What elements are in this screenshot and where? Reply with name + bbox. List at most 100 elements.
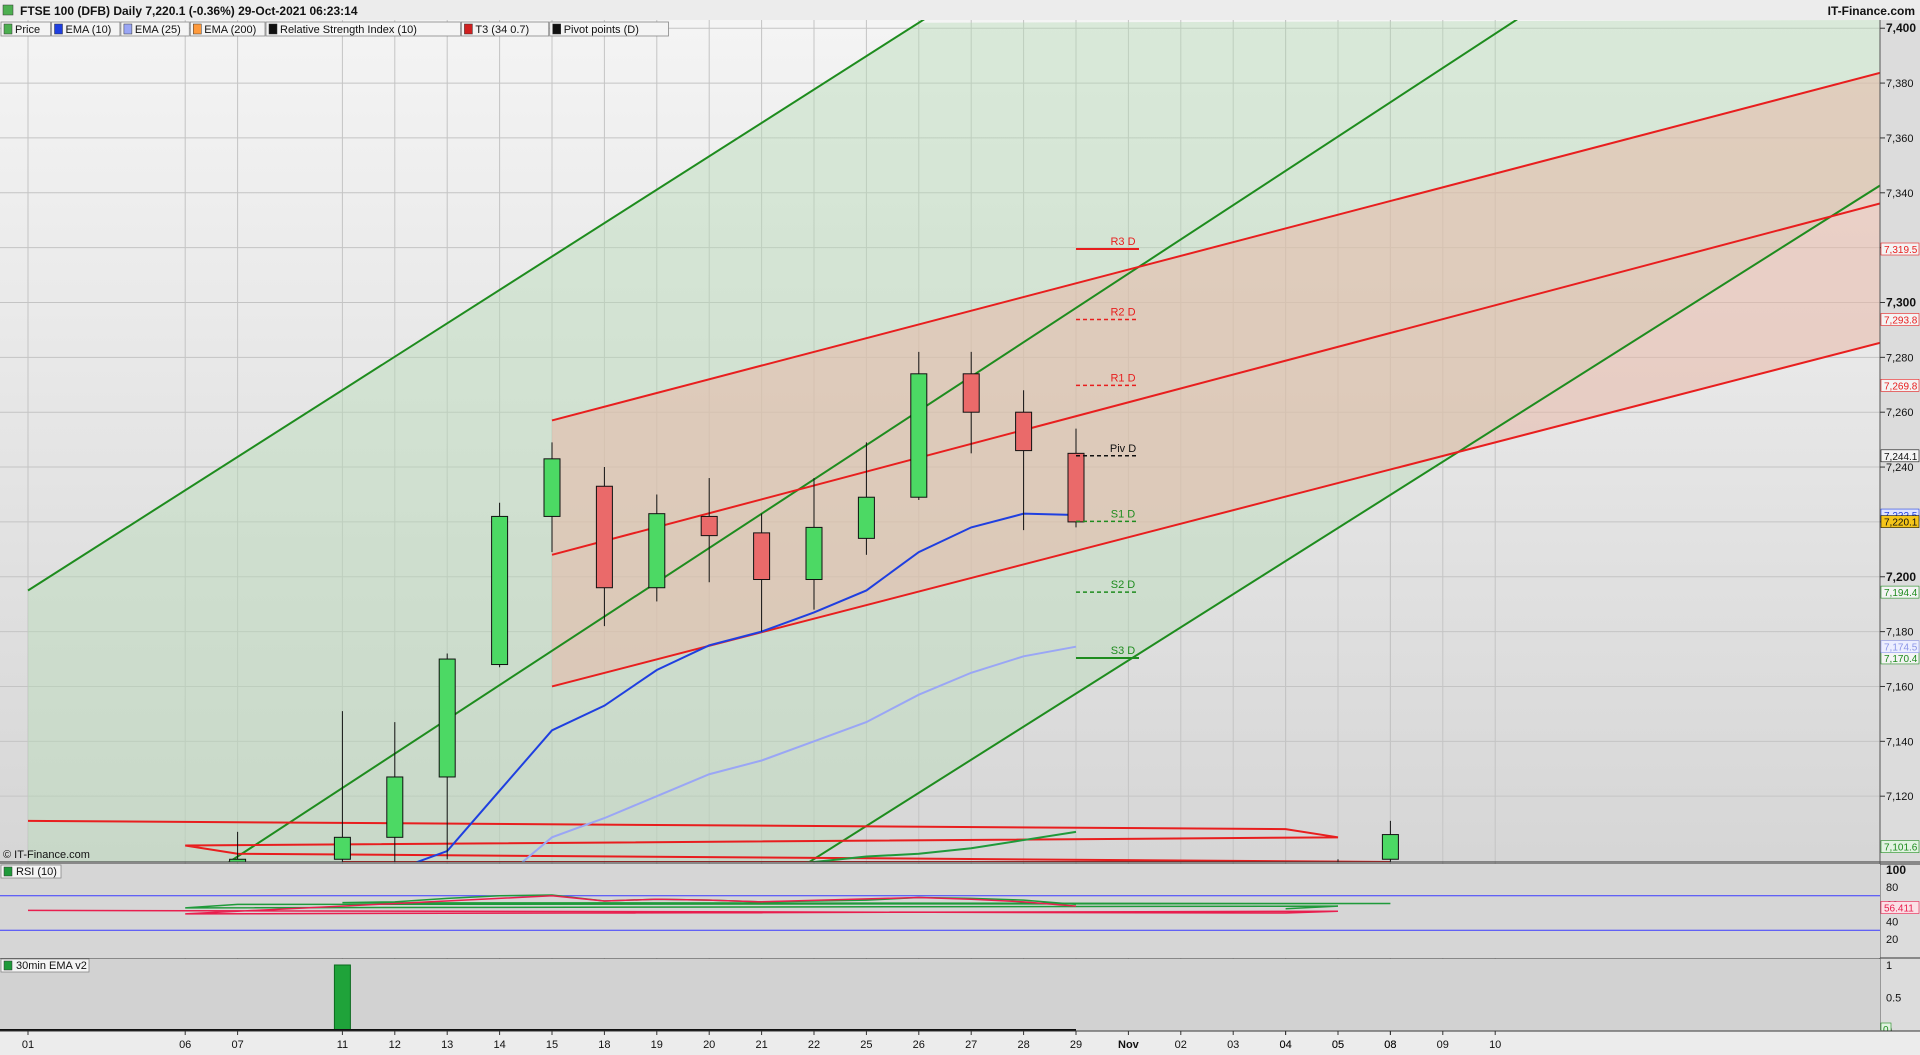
pivot-tag: 7,244.1 (1884, 452, 1918, 463)
x-tick-label: 13 (441, 1039, 453, 1051)
pivot-label: S3 D (1111, 645, 1136, 657)
rsi-tick-label: 40 (1886, 917, 1898, 929)
candle-body (648, 513, 666, 589)
candle-12 (386, 722, 404, 862)
x-tick-label: 02 (1175, 1039, 1187, 1051)
candle-body (1381, 834, 1399, 860)
pivot-tag-bg (1880, 313, 1920, 326)
price-tag-bg (1880, 640, 1920, 654)
pivot-tag: 7,194.4 (1884, 588, 1918, 599)
t3-swatch (464, 23, 473, 35)
x-tick-label: 10 (1489, 1039, 1501, 1051)
y-tick-label: 7,400 (1886, 21, 1916, 35)
x-tick-label: 06 (179, 1039, 191, 1051)
price-tag: 7,174.5 (1884, 643, 1918, 654)
rsi-swatch (268, 23, 278, 35)
pivot-label: R2 D (1110, 306, 1135, 318)
candle-18 (595, 467, 613, 627)
rsi-red-line (27, 895, 1339, 915)
x-tick-label: 21 (755, 1039, 767, 1051)
x-tick-label: 27 (965, 1039, 977, 1051)
candle-body (1067, 452, 1085, 523)
rsi-tick-label: 80 (1886, 882, 1898, 894)
ema10-swatch (54, 23, 63, 35)
rsi-label: RSI (10) (16, 866, 57, 878)
candle-15 (543, 442, 561, 553)
candle-28 (1015, 390, 1033, 531)
x-tick-label: 04 (1279, 1039, 1291, 1051)
rsi-value-tag: 56.411 (1884, 903, 1914, 914)
legend-box (189, 21, 266, 37)
price-tag: 7,220.1 (1884, 518, 1918, 529)
x-tick-label: 04 (1279, 1039, 1291, 1051)
rsi-tick-label: 100 (1886, 863, 1906, 877)
x-tick-label: 28 (1017, 1039, 1029, 1051)
x-tick-label: 05 (1332, 1039, 1344, 1051)
y-tick-label: 7,340 (1886, 188, 1914, 200)
pivot-label: Piv D (1110, 443, 1136, 455)
ema30-tick-label: 0.5 (1886, 993, 1901, 1005)
candle-body (543, 458, 561, 517)
legend-label: Pivot points (D) (564, 24, 639, 36)
ema25-swatch (123, 23, 133, 35)
green-outer-upper-line (27, 20, 925, 592)
pivot-tag-bg (1880, 242, 1920, 256)
candle-22 (805, 478, 823, 610)
chart-title: FTSE 100 (DFB) Daily 7,220.1 (-0.36%) 29… (20, 4, 358, 18)
candle-body (753, 532, 771, 581)
candle-body (962, 373, 980, 413)
pivot-tag-bg (1880, 379, 1920, 392)
date-axis: 01 04 05 06 07 08 11 12 13 14 15 18 19 20 21 22 25 26 27 28… (0, 1030, 1920, 1055)
legend-item-0: Price (0, 21, 51, 37)
candle-27 (962, 351, 980, 454)
ema30-swatch-icon (3, 960, 13, 971)
pivot-label: R3 D (1110, 236, 1135, 248)
y-tick-label: 7,120 (1886, 791, 1914, 803)
ema30-legend-box (0, 958, 90, 973)
ema30-label: 30min EMA v2 (16, 960, 87, 972)
pivot-swatch (552, 23, 561, 35)
candle-25 (857, 442, 875, 555)
x-tick-label: 15 (546, 1039, 558, 1051)
legend-item-4: Relative Strength Index (10) (265, 21, 461, 37)
y-tick-label: 7,140 (1886, 736, 1914, 748)
price-tag-bg (1880, 515, 1920, 528)
pivot-tag: 7,170.4 (1884, 654, 1918, 665)
y-tick-label: 7,260 (1886, 407, 1914, 419)
pivot-tag: 7,269.8 (1884, 381, 1918, 392)
pivot-tag: 7,293.8 (1884, 315, 1918, 326)
candle-20 (700, 478, 718, 583)
candle-body (700, 515, 718, 537)
candle-body (595, 485, 613, 589)
x-tick-label: 25 (860, 1039, 872, 1051)
pivot-label: S1 D (1111, 508, 1136, 520)
ema25-line (520, 645, 1077, 862)
y-tick-label: 7,360 (1886, 133, 1914, 145)
pivot-label: S2 D (1111, 579, 1136, 591)
chart-icon (2, 4, 14, 16)
y-tick-label: 7,200 (1886, 570, 1916, 584)
legend-item-1: EMA (10) (51, 21, 121, 37)
price-swatch (3, 23, 13, 35)
green-lower-line (807, 184, 1880, 862)
x-tick-label: 29 (1070, 1039, 1082, 1051)
x-tick-label: 09 (1437, 1039, 1449, 1051)
y-tick-label: 7,180 (1886, 627, 1914, 639)
ema200-swatch (193, 23, 202, 35)
candle-body (805, 526, 823, 581)
red-upper-line (551, 71, 1880, 422)
x-tick-label: 11 (337, 1039, 348, 1051)
rsi-tag-bg (1880, 901, 1920, 914)
y-tick-label: 7,300 (1886, 295, 1916, 309)
candle-body (386, 776, 404, 838)
ema10-line (414, 512, 1077, 862)
legend-item-6: Pivot points (D) (549, 21, 669, 37)
x-tick-label: 01 (22, 1039, 34, 1051)
x-tick-label: 03 (1227, 1039, 1239, 1051)
legend-item-3: EMA (200) (189, 21, 266, 37)
legend-item-2: EMA (25) (120, 21, 190, 37)
rsi-legend-box (0, 864, 62, 879)
brand-label: IT-Finance.com (1828, 4, 1915, 18)
x-tick-label: 20 (703, 1039, 715, 1051)
